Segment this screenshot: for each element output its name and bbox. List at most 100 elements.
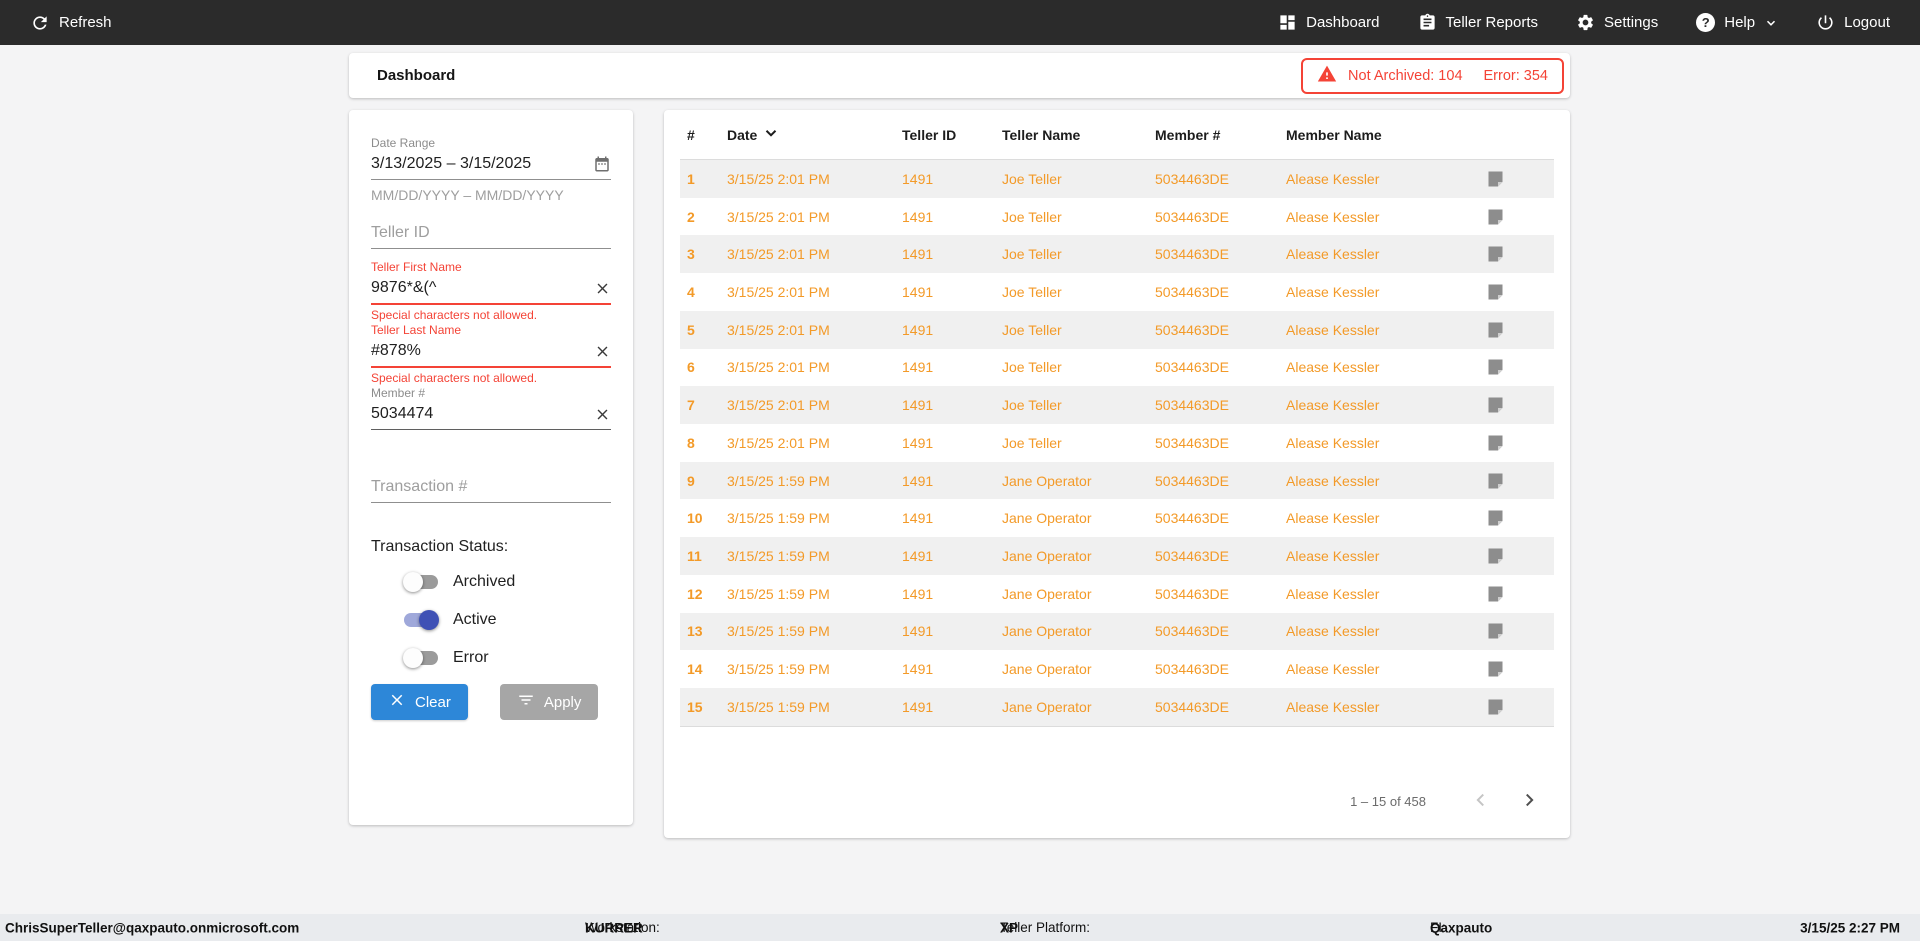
toggle-switch[interactable] — [403, 648, 439, 668]
table-row[interactable]: 12 3/15/25 1:59 PM 1491 Jane Operator 50… — [680, 575, 1554, 613]
column-header-member-name[interactable]: Member Name — [1286, 126, 1382, 143]
table-row[interactable]: 3 3/15/25 2:01 PM 1491 Joe Teller 503446… — [680, 235, 1554, 274]
row-member-number: 5034463DE — [1155, 321, 1229, 338]
row-teller-id: 1491 — [902, 434, 934, 451]
next-page-button[interactable] — [1520, 791, 1538, 812]
row-teller-id: 1491 — [902, 585, 934, 602]
row-member-number: 5034463DE — [1155, 170, 1229, 187]
nav-settings[interactable]: Settings — [1576, 13, 1658, 32]
transaction-status-label: Transaction Status: — [371, 538, 509, 555]
date-range-label: Date Range — [371, 136, 436, 150]
gear-icon — [1576, 13, 1595, 32]
nav-dashboard[interactable]: Dashboard — [1278, 13, 1380, 32]
table-row[interactable]: 11 3/15/25 1:59 PM 1491 Jane Operator 50… — [680, 537, 1554, 575]
note-icon[interactable] — [1488, 397, 1503, 413]
table-row[interactable]: 4 3/15/25 2:01 PM 1491 Joe Teller 503446… — [680, 273, 1554, 311]
row-number: 4 — [687, 284, 695, 301]
table-row[interactable]: 8 3/15/25 2:01 PM 1491 Joe Teller 503446… — [680, 424, 1554, 462]
date-range-input[interactable] — [371, 155, 593, 173]
row-date: 3/15/25 2:01 PM — [727, 284, 830, 301]
clipboard-icon — [1418, 13, 1437, 32]
not-archived-error-badge[interactable]: Not Archived: 104 Error: 354 — [1301, 57, 1564, 94]
nav-teller-reports[interactable]: Teller Reports — [1418, 13, 1538, 32]
clear-member-number-icon[interactable] — [594, 406, 611, 423]
row-number: 3 — [687, 246, 695, 263]
table-row[interactable]: 10 3/15/25 1:59 PM 1491 Jane Operator 50… — [680, 499, 1554, 537]
row-date: 3/15/25 1:59 PM — [727, 548, 830, 565]
row-number: 13 — [687, 623, 703, 640]
nav-help[interactable]: ? Help — [1696, 13, 1778, 32]
table-row[interactable]: 9 3/15/25 1:59 PM 1491 Jane Operator 503… — [680, 461, 1554, 500]
previous-page-button[interactable] — [1472, 791, 1490, 812]
note-icon[interactable] — [1488, 209, 1503, 225]
row-member-name: Alease Kessler — [1286, 397, 1380, 414]
fi-label: FI: — [1430, 920, 1446, 935]
not-archived-count: Not Archived: 104 — [1348, 67, 1463, 84]
note-icon[interactable] — [1488, 473, 1503, 489]
clear-first-name-icon[interactable] — [594, 280, 611, 297]
column-header-teller-name[interactable]: Teller Name — [1002, 126, 1081, 143]
note-icon[interactable] — [1488, 359, 1503, 375]
note-icon[interactable] — [1488, 586, 1503, 602]
teller-first-name-input[interactable] — [371, 279, 594, 297]
row-teller-name: Jane Operator — [1002, 472, 1092, 489]
column-header-teller-id[interactable]: Teller ID — [902, 126, 957, 143]
logged-in-user: ChrisSuperTeller@qaxpauto.onmicrosoft.co… — [5, 920, 300, 935]
note-icon[interactable] — [1488, 284, 1503, 300]
note-icon[interactable] — [1488, 171, 1503, 187]
transaction-number-field — [371, 475, 611, 503]
table-row[interactable]: 1 3/15/25 2:01 PM 1491 Joe Teller 503446… — [680, 160, 1554, 198]
note-icon[interactable] — [1488, 510, 1503, 526]
member-number-field — [371, 402, 611, 430]
date-range-field — [371, 152, 611, 180]
apply-button[interactable]: Apply — [499, 684, 599, 720]
note-icon[interactable] — [1488, 322, 1503, 338]
toggle-switch[interactable] — [403, 572, 439, 592]
row-teller-id: 1491 — [902, 321, 934, 338]
filter-icon — [517, 691, 535, 713]
row-date: 3/15/25 1:59 PM — [727, 472, 830, 489]
row-member-name: Alease Kessler — [1286, 510, 1380, 527]
nav-logout[interactable]: Logout — [1816, 13, 1890, 32]
note-icon[interactable] — [1488, 699, 1503, 715]
note-icon[interactable] — [1488, 548, 1503, 564]
row-number: 12 — [687, 585, 703, 602]
row-teller-id: 1491 — [902, 698, 934, 715]
table-row[interactable]: 14 3/15/25 1:59 PM 1491 Jane Operator 50… — [680, 650, 1554, 688]
row-date: 3/15/25 2:01 PM — [727, 434, 830, 451]
teller-first-name-label: Teller First Name — [371, 260, 462, 274]
row-member-number: 5034463DE — [1155, 548, 1229, 565]
clear-last-name-icon[interactable] — [594, 343, 611, 360]
table-row[interactable]: 15 3/15/25 1:59 PM 1491 Jane Operator 50… — [680, 688, 1554, 726]
calendar-icon[interactable] — [593, 155, 611, 173]
note-icon[interactable] — [1488, 623, 1503, 639]
row-teller-name: Joe Teller — [1002, 434, 1062, 451]
row-member-name: Alease Kessler — [1286, 548, 1380, 565]
note-icon[interactable] — [1488, 246, 1503, 262]
transaction-number-input[interactable] — [371, 478, 611, 496]
note-icon[interactable] — [1488, 661, 1503, 677]
table-row[interactable]: 5 3/15/25 2:01 PM 1491 Joe Teller 503446… — [680, 310, 1554, 349]
table-row[interactable]: 7 3/15/25 2:01 PM 1491 Joe Teller 503446… — [680, 386, 1554, 425]
row-teller-name: Joe Teller — [1002, 397, 1062, 414]
workstation-label: Workstation: — [585, 920, 660, 935]
clear-button[interactable]: Clear — [371, 684, 468, 720]
row-teller-name: Jane Operator — [1002, 661, 1092, 678]
column-header-date[interactable]: Date — [727, 124, 902, 145]
table-row[interactable]: 2 3/15/25 2:01 PM 1491 Joe Teller 503446… — [680, 198, 1554, 236]
table-row[interactable]: 6 3/15/25 2:01 PM 1491 Joe Teller 503446… — [680, 349, 1554, 387]
teller-id-input[interactable] — [371, 224, 611, 242]
row-teller-id: 1491 — [902, 623, 934, 640]
table-row[interactable]: 13 3/15/25 1:59 PM 1491 Jane Operator 50… — [680, 612, 1554, 651]
row-number: 9 — [687, 472, 695, 489]
column-header-member-number[interactable]: Member # — [1155, 126, 1221, 143]
member-number-input[interactable] — [371, 405, 594, 423]
row-member-number: 5034463DE — [1155, 246, 1229, 263]
note-icon[interactable] — [1488, 435, 1503, 451]
nav-dashboard-label: Dashboard — [1306, 14, 1380, 31]
refresh-button[interactable]: Refresh — [30, 13, 112, 33]
toggle-switch[interactable] — [403, 610, 439, 630]
teller-last-name-input[interactable] — [371, 342, 594, 360]
table-bottom-divider — [680, 725, 1554, 727]
dashboard-header-card: Dashboard Not Archived: 104 Error: 354 — [349, 53, 1570, 98]
